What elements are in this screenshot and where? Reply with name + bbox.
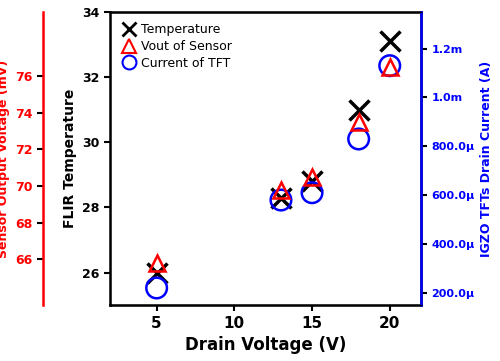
Legend: Temperature, Vout of Sensor, Current of TFT: Temperature, Vout of Sensor, Current of … bbox=[116, 18, 237, 75]
X-axis label: Drain Voltage (V): Drain Voltage (V) bbox=[184, 336, 346, 354]
Y-axis label: FLIR Temperature: FLIR Temperature bbox=[62, 89, 76, 228]
Y-axis label: IGZO TFTs Drain Current (A): IGZO TFTs Drain Current (A) bbox=[480, 60, 493, 257]
Point bbox=[308, 190, 316, 196]
Y-axis label: Sensor Output Voltage (mV): Sensor Output Voltage (mV) bbox=[0, 60, 10, 258]
Point bbox=[277, 197, 285, 203]
Point bbox=[354, 136, 362, 142]
Point bbox=[152, 285, 160, 291]
Point bbox=[386, 63, 394, 69]
